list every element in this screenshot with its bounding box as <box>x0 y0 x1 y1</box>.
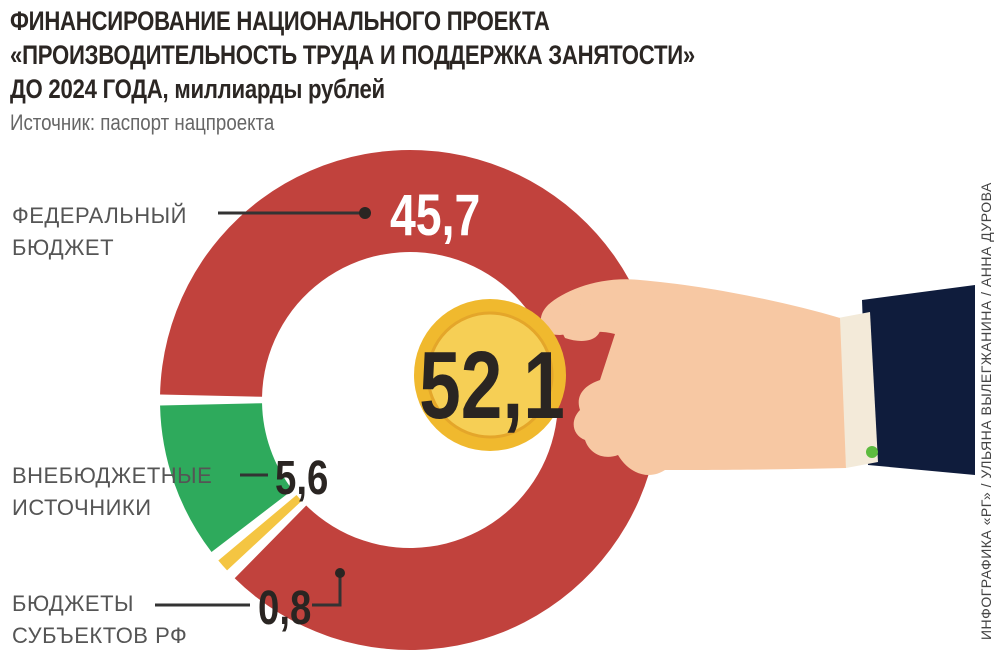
cufflink <box>866 446 878 458</box>
leader-regional-b <box>312 575 342 607</box>
credit: ИНФОГРАФИКА «РГ» / УЛЬЯНА ВЫЛЕГЖАНИНА / … <box>978 182 994 640</box>
source: Источник: паспорт нацпроекта <box>10 110 275 135</box>
slice-label-regional: 0,8 <box>258 582 311 635</box>
slice-offbudget <box>160 403 293 552</box>
slice-label-offbudget: 5,6 <box>275 452 328 505</box>
category-offbudget-line1: ВНЕБЮДЖЕТНЫЕ <box>12 463 213 488</box>
coin <box>414 299 566 451</box>
category-federal: ФЕДЕРАЛЬНЫЙ БЮДЖЕТ <box>12 200 187 264</box>
slice-label-federal: 45,7 <box>390 183 480 248</box>
slice-federal <box>160 150 660 650</box>
leader-dot-regional <box>335 568 345 578</box>
category-regional-line1: БЮДЖЕТЫ <box>12 591 134 616</box>
title-years: ДО 2024 ГОДА, <box>10 74 169 104</box>
category-regional: БЮДЖЕТЫ СУБЪЕКТОВ РФ <box>12 588 187 651</box>
hand <box>540 279 846 475</box>
hand-illustration <box>540 279 975 475</box>
leader-dot-federal <box>359 207 371 219</box>
category-federal-line2: БЮДЖЕТ <box>12 235 115 260</box>
total-value: 52,1 <box>419 332 565 439</box>
title-line-1: ФИНАНСИРОВАНИЕ НАЦИОНАЛЬНОГО ПРОЕКТА <box>10 6 550 36</box>
category-offbudget-line2: ИСТОЧНИКИ <box>12 495 152 520</box>
category-regional-line2: СУБЪЕКТОВ РФ <box>12 623 188 648</box>
cuff <box>838 312 878 468</box>
sleeve <box>862 285 975 475</box>
thumb <box>548 302 601 341</box>
title-unit: миллиарды рублей <box>168 74 385 104</box>
category-offbudget: ВНЕБЮДЖЕТНЫЕ ИСТОЧНИКИ <box>12 460 212 524</box>
slice-regional <box>218 495 302 571</box>
title-line-3: ДО 2024 ГОДА, миллиарды рублей <box>10 74 385 105</box>
title-line-2: «ПРОИЗВОДИТЕЛЬНОСТЬ ТРУДА И ПОДДЕРЖКА ЗА… <box>10 40 695 70</box>
category-federal-line1: ФЕДЕРАЛЬНЫЙ <box>12 203 187 228</box>
